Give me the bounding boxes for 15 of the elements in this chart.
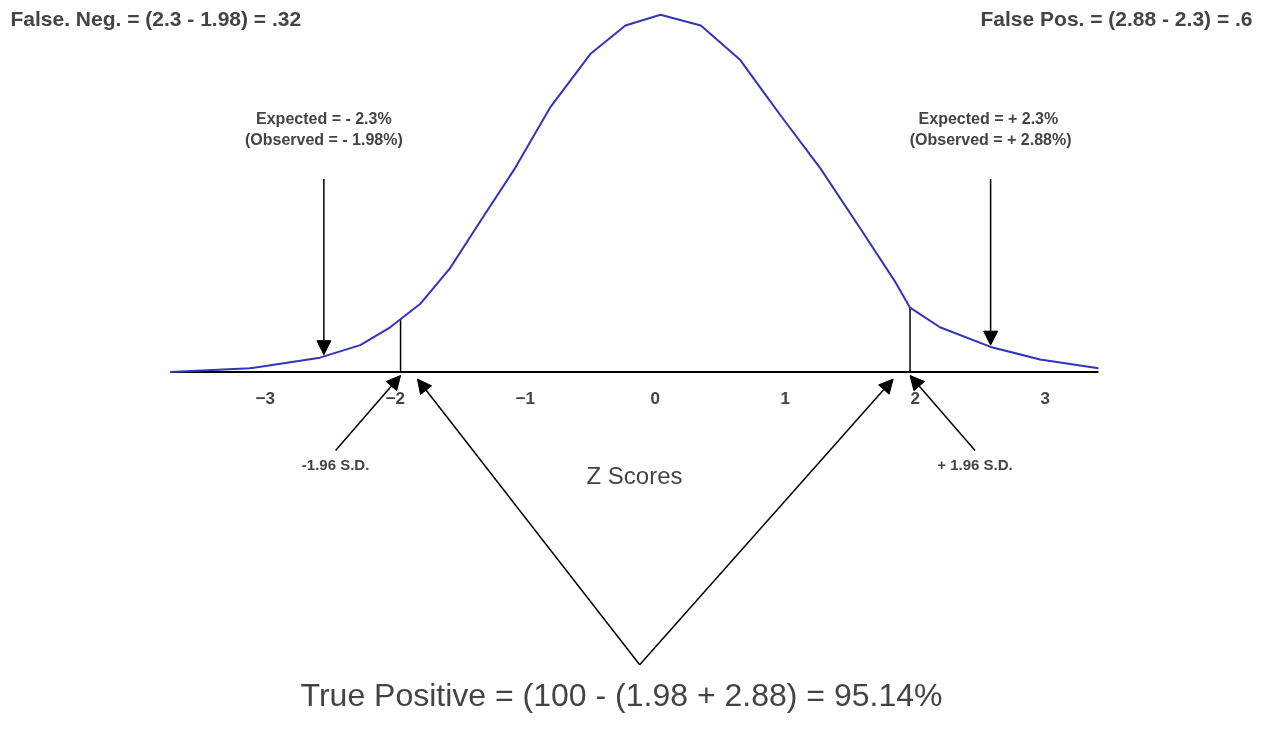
- x-tick-label: 2: [910, 388, 920, 408]
- ref-line-label: -1.96 S.D.: [301, 456, 370, 474]
- x-tick-label: −3: [255, 388, 276, 408]
- text: True Positive = (100 - (1.98 + 2.88) = 95.14%: [300, 677, 943, 714]
- annotation: False. Neg. = (2.3 - 1.98) = .32: [10, 6, 302, 30]
- x-axis-title: Z Scores: [586, 462, 683, 489]
- x-tick-label: 1: [780, 388, 791, 408]
- x-tick-label: 0: [650, 388, 661, 408]
- annotation: Expected = + 2.3% (Observed = + 2.88%): [909, 110, 1072, 148]
- annotation: Expected = - 2.3% (Observed = - 1.98%): [244, 110, 403, 148]
- x-tick-label: −2: [385, 388, 406, 408]
- annotation: False Pos. = (2.88 - 2.3) = .6: [980, 6, 1253, 30]
- x-tick-label: −1: [515, 388, 536, 408]
- ref-line-label: + 1.96 S.D.: [937, 456, 1013, 474]
- x-tick-label: 3: [1040, 388, 1050, 408]
